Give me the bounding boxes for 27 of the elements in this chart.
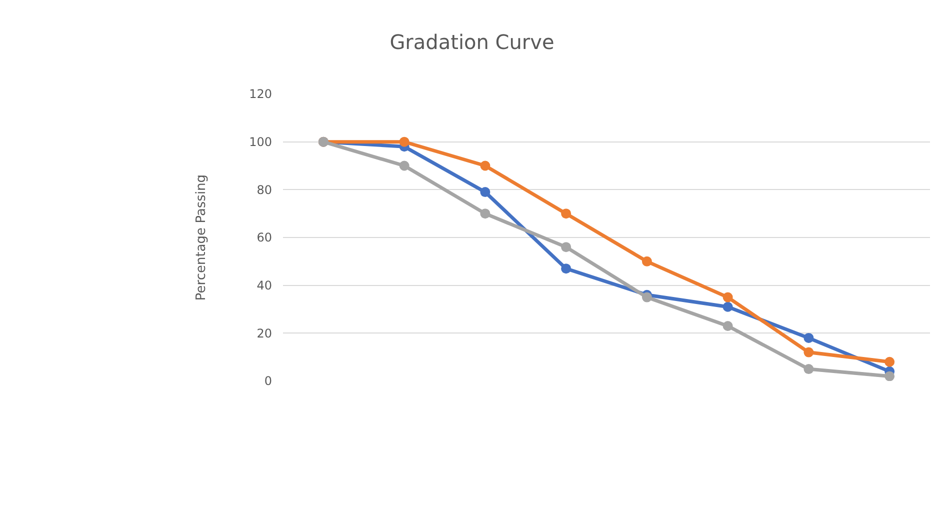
chart-title: Gradation Curve	[390, 30, 554, 54]
y-tick-label: 0	[264, 374, 272, 388]
point	[884, 356, 895, 367]
point	[399, 160, 410, 171]
y-tick-label: 120	[249, 87, 272, 102]
y-tick-label: 20	[256, 326, 272, 340]
point	[561, 208, 572, 219]
y-tick-label: 40	[256, 278, 272, 293]
y-tick-label: 60	[256, 230, 272, 245]
point	[804, 332, 814, 343]
point	[884, 371, 895, 381]
point	[722, 320, 733, 331]
y-tick-label: 80	[256, 182, 272, 197]
point	[480, 187, 490, 198]
point	[722, 302, 733, 312]
point	[642, 292, 652, 302]
point	[804, 347, 814, 358]
y-tick-label: 100	[249, 135, 272, 150]
point	[722, 292, 733, 302]
point	[480, 160, 490, 171]
point	[561, 264, 572, 274]
point	[561, 242, 572, 252]
point	[480, 208, 490, 219]
point	[399, 136, 410, 147]
point	[804, 364, 814, 374]
y-axis-title: Percentage Passing	[194, 174, 210, 301]
point	[642, 256, 652, 266]
